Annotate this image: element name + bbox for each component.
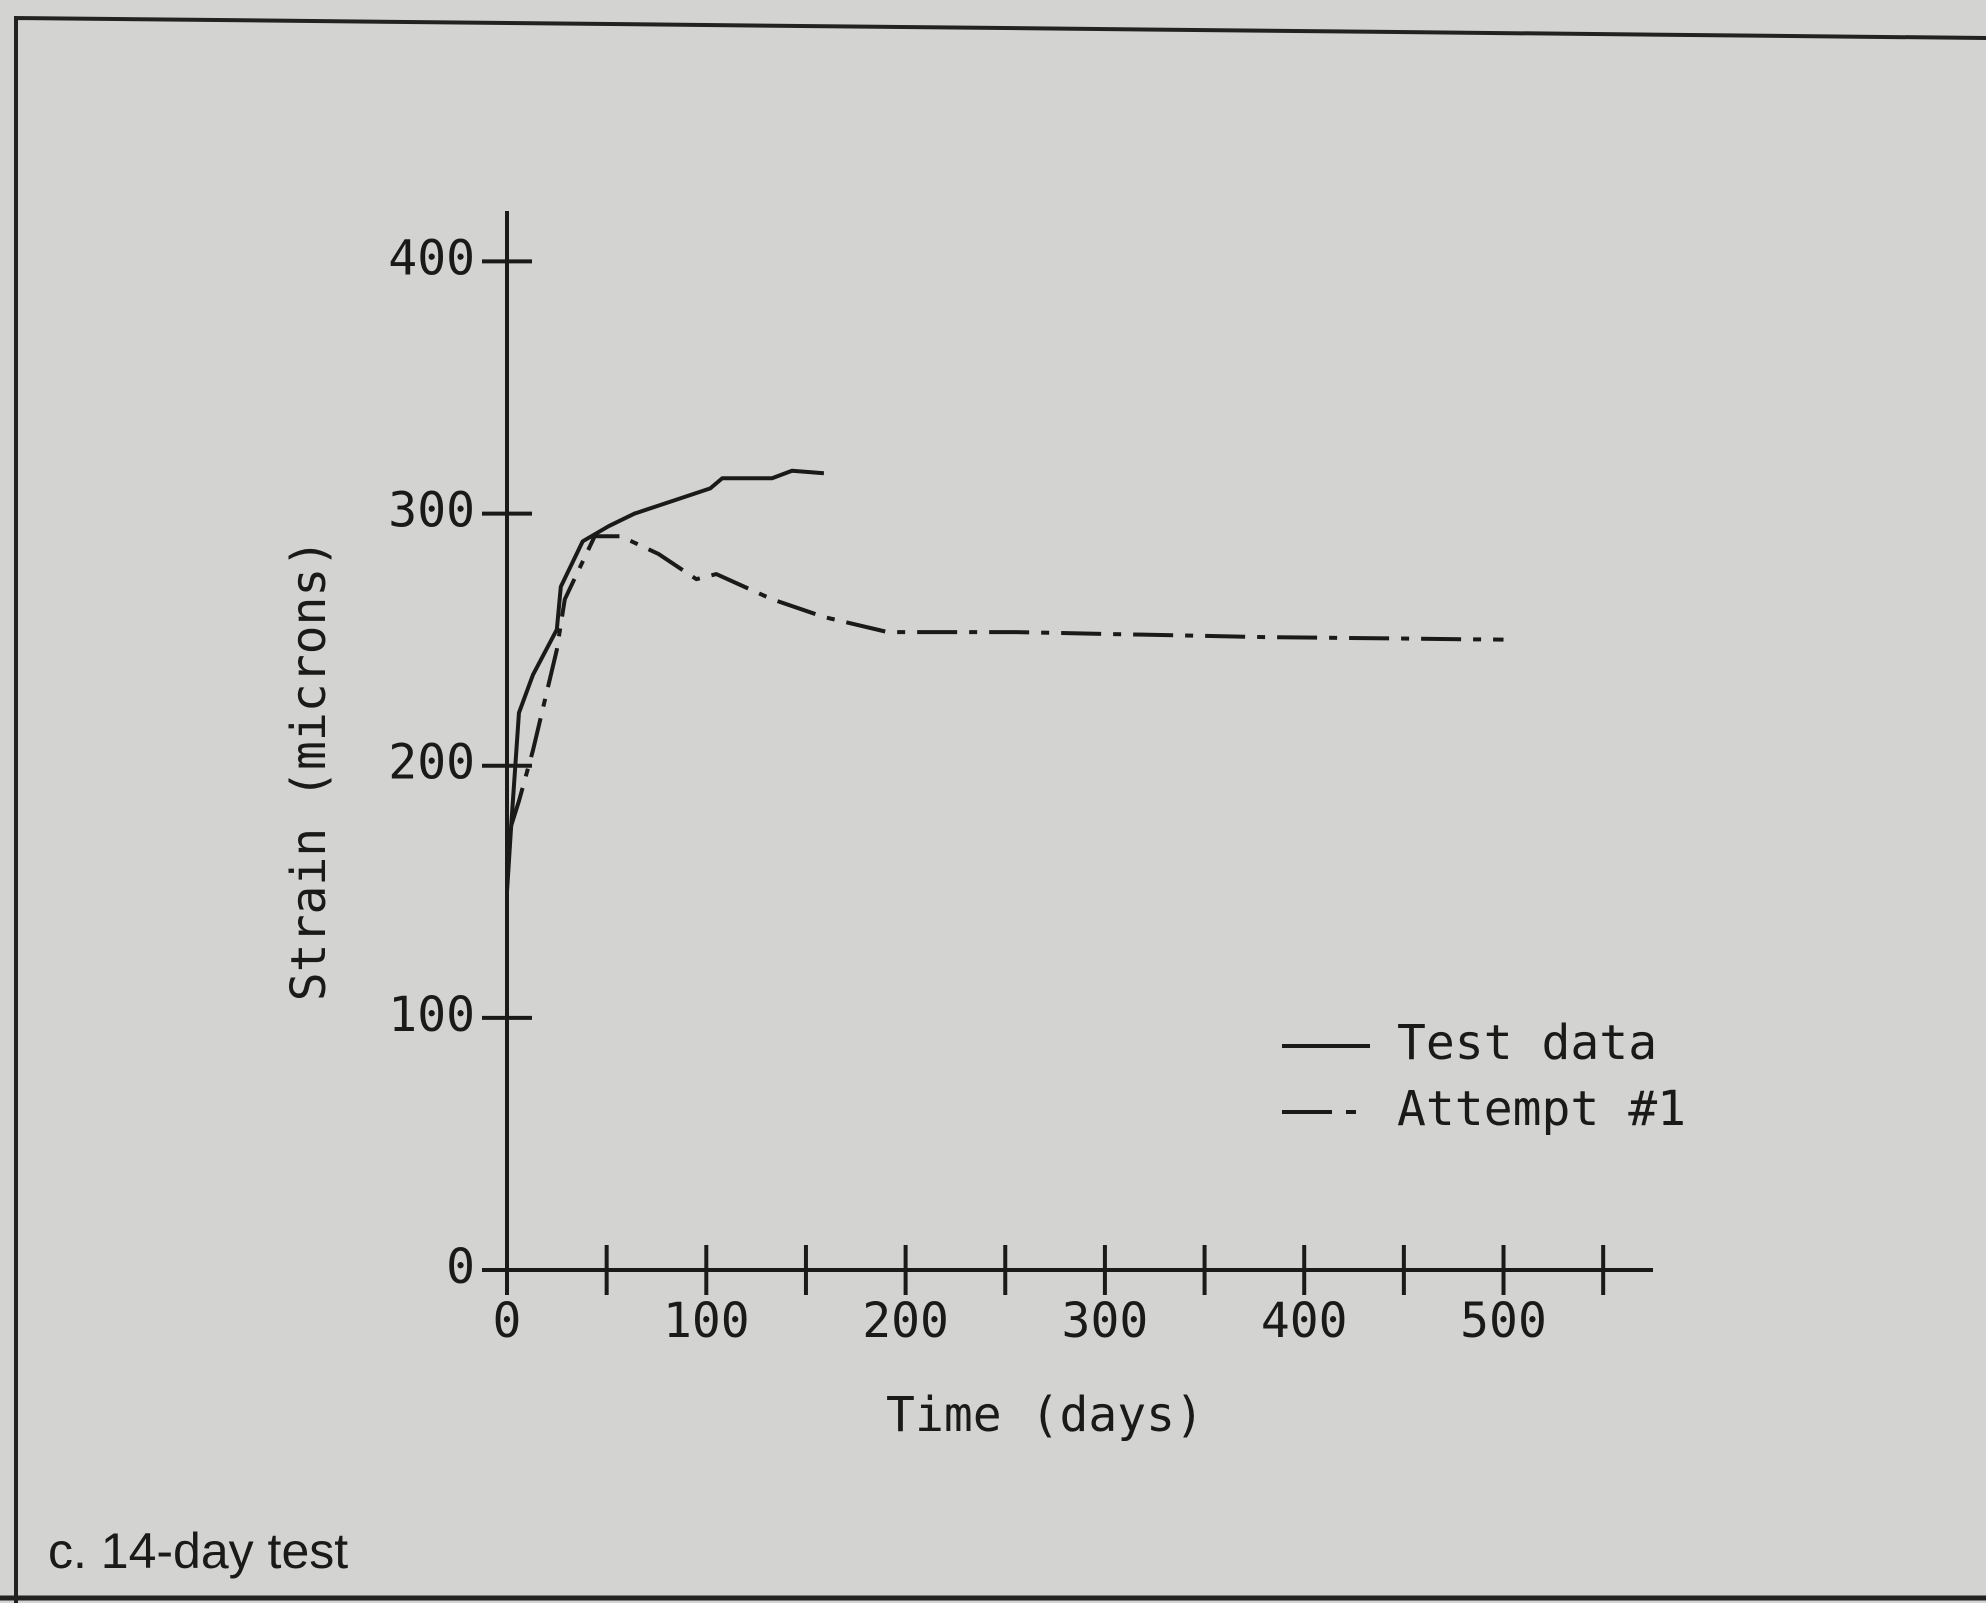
x-axis-label: Time (days): [886, 1387, 1204, 1443]
x-tick-label: 300: [1062, 1293, 1149, 1349]
legend-label: Attempt #1: [1397, 1081, 1686, 1137]
legend-label: Test data: [1397, 1015, 1657, 1071]
x-tick-label: 0: [493, 1293, 522, 1349]
x-tick-label: 400: [1261, 1293, 1348, 1349]
y-tick-label: 400: [388, 230, 475, 286]
caption: c. 14-day test: [48, 1523, 348, 1579]
y-tick-label: 100: [388, 987, 475, 1043]
y-tick-label: 200: [388, 735, 475, 791]
series-line: [505, 468, 825, 892]
series-line: [509, 534, 1504, 827]
x-tick-label: 100: [663, 1293, 750, 1349]
x-tick-label: 200: [862, 1293, 949, 1349]
frame: [14, 15, 1986, 1603]
y-tick-label: 300: [388, 483, 475, 539]
y-tick-label: 0: [446, 1239, 475, 1295]
y-axis-label: Strain (microns): [281, 539, 337, 1001]
x-tick-label: 500: [1460, 1293, 1547, 1349]
